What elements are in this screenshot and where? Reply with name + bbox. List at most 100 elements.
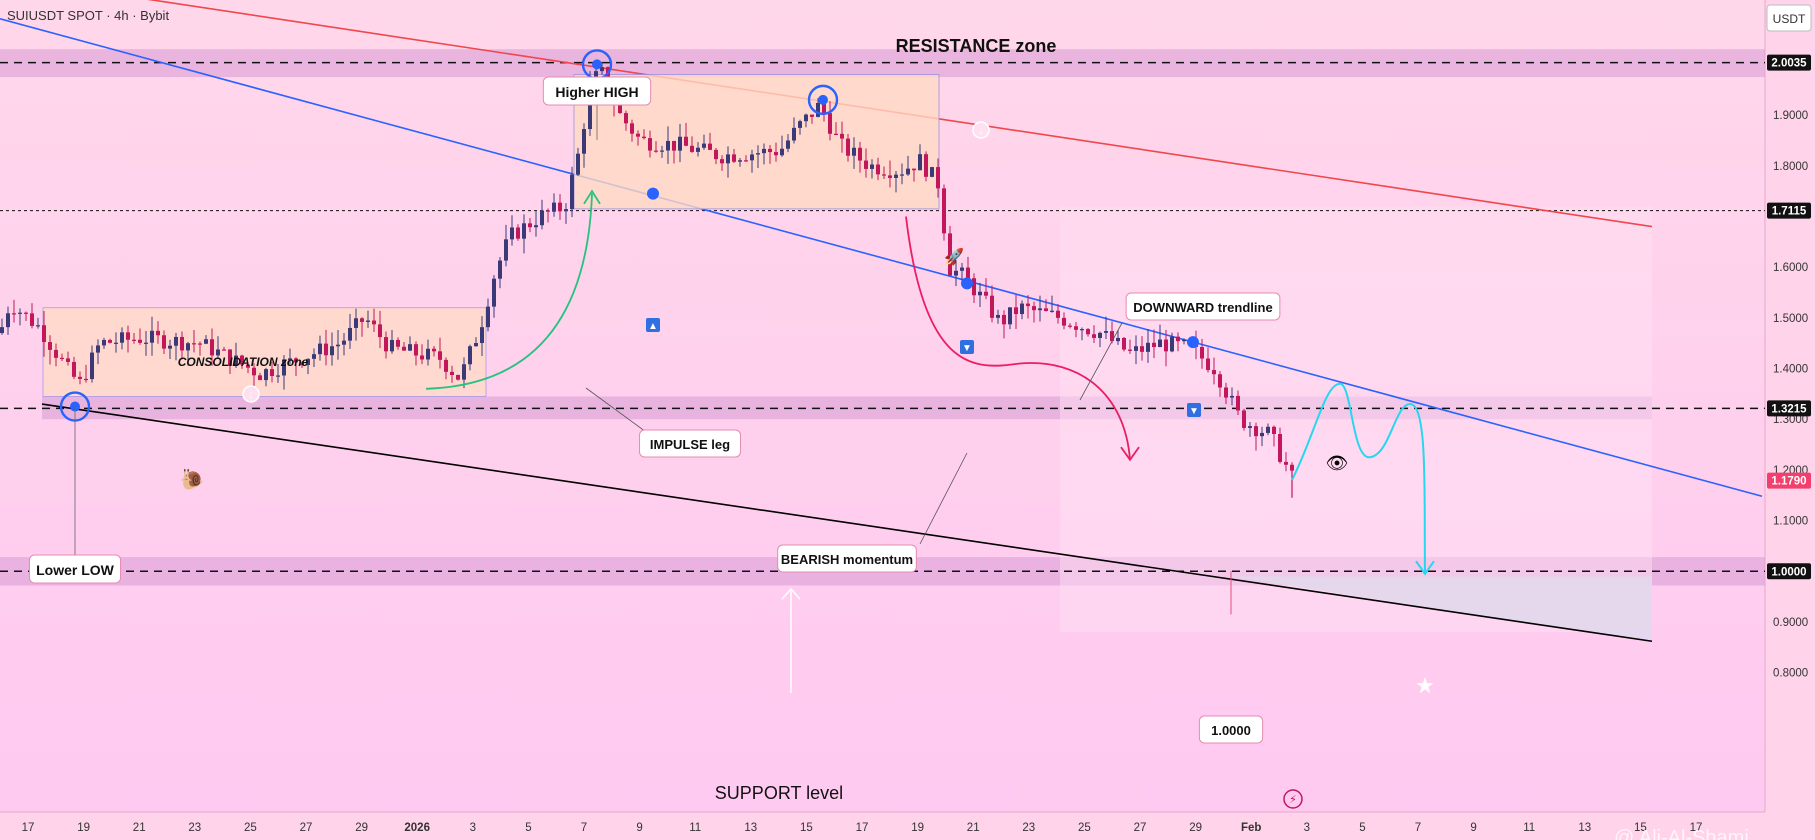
x-tick-label: 13 [1578, 822, 1591, 834]
candle [954, 270, 958, 276]
candle [504, 239, 508, 261]
candle [1032, 306, 1036, 311]
candle [936, 167, 940, 189]
x-tick-label: 17 [1690, 822, 1703, 834]
candle [348, 327, 352, 341]
candle [324, 343, 328, 356]
y-tick-label: 1.4000 [1773, 364, 1808, 376]
candle [1080, 329, 1084, 331]
candle [588, 85, 592, 130]
y-tick-label: 1.5000 [1773, 313, 1808, 325]
candle [894, 174, 898, 178]
candle [1068, 325, 1072, 327]
candle [930, 167, 934, 177]
currency-button[interactable] [1766, 4, 1812, 32]
candle [1020, 303, 1024, 315]
candle [1044, 308, 1048, 311]
candle [546, 210, 550, 212]
candle [216, 349, 220, 356]
impulse-arrow [425, 193, 593, 390]
price-level-badge-label: 1.1790 [1771, 476, 1806, 488]
candle [1014, 307, 1018, 315]
candle [228, 349, 232, 366]
candle [240, 355, 244, 365]
candle [1230, 395, 1234, 398]
x-tick-label: Feb [1241, 822, 1261, 834]
candle [192, 343, 196, 345]
bearish-momentum-label-box[interactable] [777, 544, 917, 573]
impulse-leg-label-box[interactable] [639, 429, 741, 458]
higher-high-label-box[interactable] [542, 76, 652, 106]
x-tick-label: 29 [1189, 822, 1202, 834]
candle [702, 143, 706, 148]
candle [744, 160, 748, 162]
candle [384, 337, 388, 352]
candle [1218, 374, 1222, 388]
candle [1146, 342, 1150, 352]
candle [498, 260, 502, 279]
candle [444, 359, 448, 372]
lightning-icon[interactable] [1283, 789, 1303, 809]
candle [420, 355, 424, 360]
candle [708, 143, 712, 150]
candle [408, 344, 412, 351]
candle [222, 349, 226, 351]
higher-high-label: Higher HIGH [555, 84, 638, 100]
time-axis-panel[interactable] [0, 812, 1765, 840]
candle [1152, 342, 1156, 348]
candle [678, 136, 682, 151]
candle [450, 371, 454, 375]
lower-low-label-box[interactable] [28, 554, 122, 584]
candle [534, 225, 538, 228]
candle [162, 335, 166, 349]
bearish-pointer [919, 452, 968, 545]
downward-trendline-label: DOWNWARD trendline [1133, 300, 1272, 315]
candle [1224, 387, 1228, 398]
x-tick-label: 11 [689, 822, 701, 834]
price-level-badge-label: 1.0000 [1771, 566, 1806, 578]
impulse-leg-label: IMPULSE leg [650, 437, 730, 452]
candle [654, 150, 658, 152]
consolidation-label: CONSOLIDATION zone [178, 355, 309, 369]
candle [1182, 339, 1186, 342]
candle [1248, 426, 1252, 428]
candle [1104, 331, 1108, 333]
candle [210, 339, 214, 356]
x-tick-label: 3 [1304, 822, 1310, 834]
candle [1056, 310, 1060, 318]
candle [1254, 426, 1258, 437]
candle [528, 223, 532, 228]
last-price-badge [1767, 472, 1811, 489]
candle [852, 147, 856, 156]
candle [1272, 426, 1276, 434]
candle [1164, 339, 1168, 352]
symbol-header: SUIUSDT SPOT · 4h · Bybit [7, 8, 169, 23]
candle [1236, 395, 1240, 411]
price-level-badge [1767, 563, 1811, 580]
candle [0, 327, 4, 334]
downward-pointer [1079, 322, 1123, 401]
candle [432, 348, 436, 352]
candle [258, 375, 262, 381]
candle [414, 344, 418, 356]
candle [426, 348, 430, 360]
candle [750, 154, 754, 161]
candle [492, 278, 496, 307]
impulse-arrowhead [583, 189, 601, 205]
x-tick-label: 21 [133, 822, 146, 834]
price-scale-panel[interactable] [1765, 0, 1815, 840]
x-tick-label: 29 [355, 822, 368, 834]
candle [6, 313, 10, 328]
candle [336, 344, 340, 347]
candle [126, 332, 130, 340]
candle [1050, 310, 1054, 312]
candle [1140, 346, 1144, 352]
candle [288, 358, 292, 361]
candle [618, 104, 622, 114]
y-tick-label: 0.8000 [1773, 668, 1808, 680]
price-level-badge [1767, 400, 1811, 417]
support-price-label-box[interactable] [1198, 715, 1264, 744]
downward-trendline-label-box[interactable] [1125, 292, 1281, 321]
